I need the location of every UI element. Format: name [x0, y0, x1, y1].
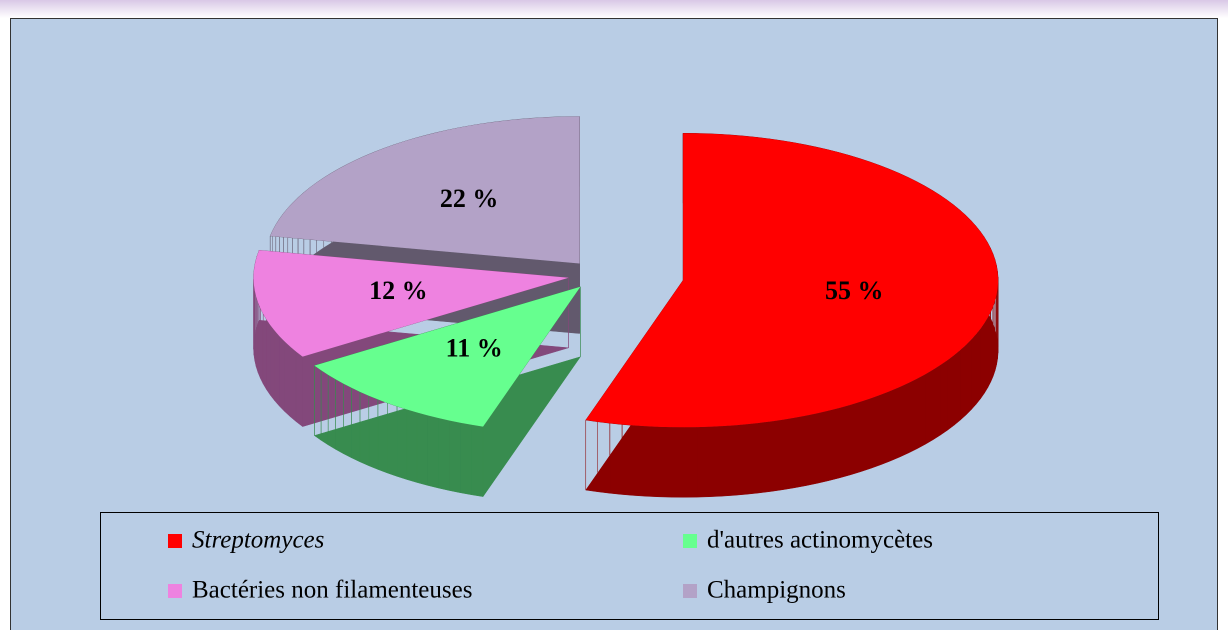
frame — [0, 0, 1228, 18]
slice — [314, 286, 581, 427]
legend-swatch — [168, 534, 182, 548]
slice — [253, 250, 569, 357]
legend-swatch — [683, 584, 697, 598]
legend-label: Champignons — [707, 577, 846, 604]
legend-swatch — [168, 584, 182, 598]
slice — [585, 133, 999, 428]
legend-label: d'autres actinomycètes — [707, 527, 933, 554]
data-label: 12 % — [369, 276, 428, 305]
data-label: 11 % — [446, 334, 503, 363]
data-label: 22 % — [440, 184, 499, 213]
pie: 55 % 11 % 12 % 22 % — [253, 116, 999, 498]
legend: Streptomyces d'autres actinomycètes Bactér… — [168, 527, 933, 604]
legend-box — [100, 512, 1159, 620]
legend-label: Bactéries non filamenteuses — [192, 577, 472, 604]
legend-label: Streptomyces — [192, 527, 324, 554]
data-label: 55 % — [825, 276, 884, 305]
slice — [270, 116, 580, 264]
legend-swatch — [683, 534, 697, 548]
